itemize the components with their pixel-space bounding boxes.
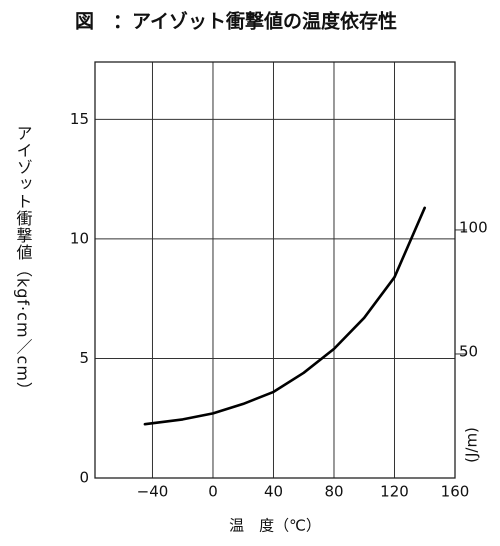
x-tick-label: 120	[380, 483, 409, 501]
plot-frame	[94, 61, 456, 479]
x-tick-label: 80	[324, 483, 343, 501]
data-line	[143, 206, 426, 426]
x-tick-label: 0	[208, 483, 218, 501]
y-axis-label: アイゾット衝撃値（kgf·cm／cm）	[14, 125, 33, 399]
y-tick-label: 10	[70, 229, 89, 247]
y-tick-label: 15	[70, 110, 89, 128]
y2-tick-label: 50	[459, 342, 478, 360]
chart-title: 図 ：アイゾット衝撃値の温度依存性	[75, 10, 397, 33]
y-tick-label: 5	[79, 349, 89, 367]
y2-axis-label: (J/m)	[463, 427, 481, 463]
x-tick-label: −40	[137, 483, 169, 501]
y-tick-label: 0	[79, 469, 89, 487]
x-tick-label: 160	[441, 483, 470, 501]
y2-tick-label: 100	[459, 218, 488, 236]
x-axis-label: 温 度（℃）	[229, 517, 321, 535]
x-tick-label: 40	[264, 483, 283, 501]
